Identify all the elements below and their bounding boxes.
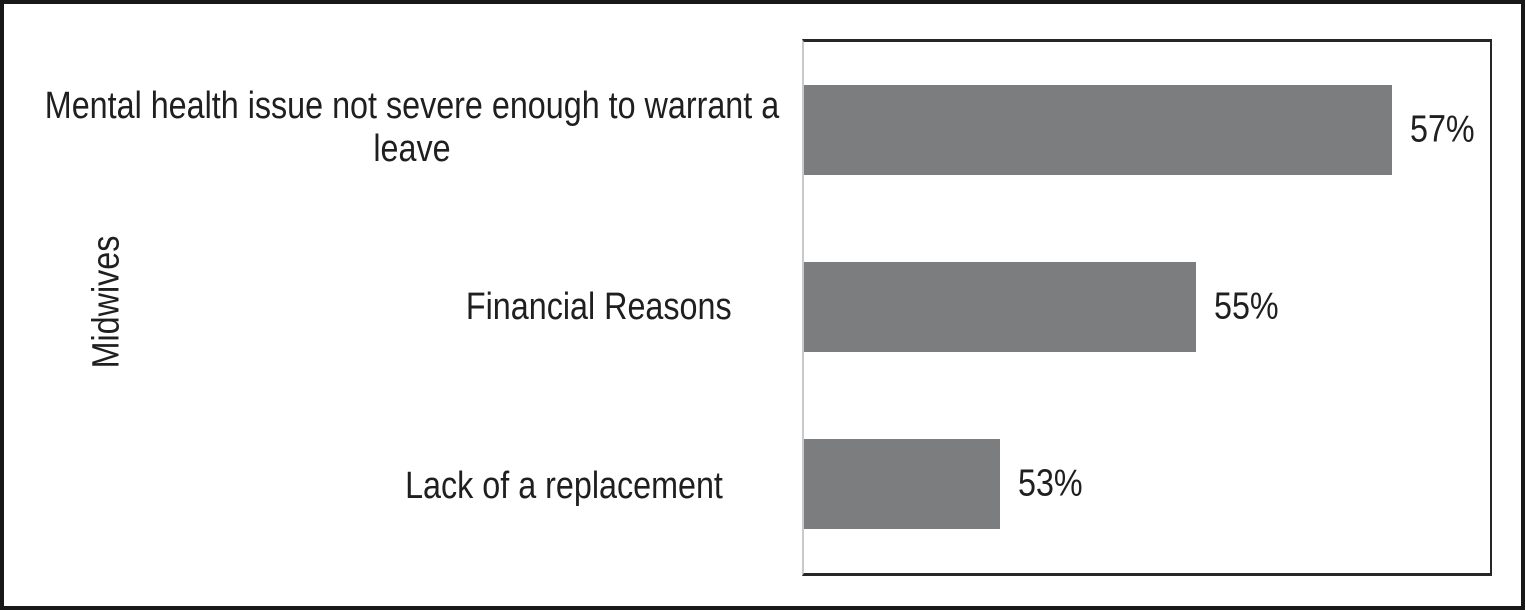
category-label-row: Lack of a replacement	[29, 397, 794, 576]
category-label-row: Mental health issue not severe enough to…	[29, 39, 794, 218]
bar	[804, 262, 1196, 353]
category-axis-labels: Mental health issue not severe enough to…	[29, 39, 794, 576]
plot-area: 57% 55% 53%	[802, 39, 1492, 576]
category-label: Lack of a replacement	[405, 464, 723, 507]
data-label: 57%	[1410, 108, 1475, 151]
data-label: 55%	[1213, 285, 1279, 328]
data-label: 53%	[1017, 462, 1083, 505]
bar-band: 55%	[804, 219, 1490, 396]
category-label: Mental health issue not severe enough to…	[44, 84, 779, 171]
y-axis-title: Midwives	[85, 235, 128, 369]
bar	[804, 85, 1392, 176]
category-label-row: Financial Reasons	[29, 218, 794, 397]
bar	[804, 439, 1000, 530]
category-label: Financial Reasons	[466, 285, 732, 328]
bar-band: 53%	[804, 396, 1490, 573]
bar-band: 57%	[804, 42, 1490, 219]
